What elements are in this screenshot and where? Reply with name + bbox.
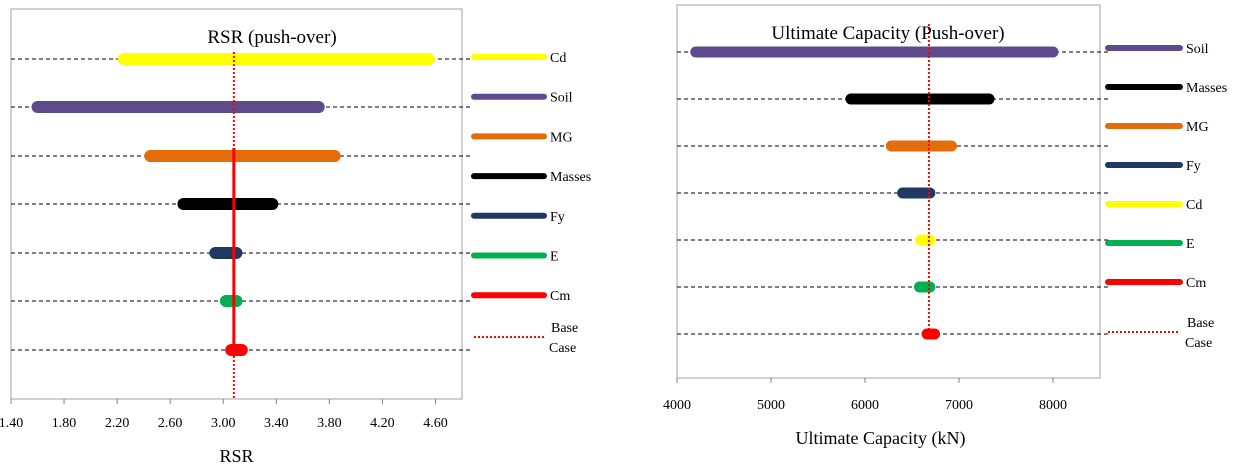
chart-2: 4000 5000 6000 7000 8000 Ultimate Capacity (P…: [663, 4, 1227, 449]
x-tick-label: 1.80: [52, 416, 77, 431]
legend-label-case: Case: [549, 341, 576, 356]
legend-label-cm: Cm: [550, 289, 570, 304]
x-tick-label: 5000: [757, 398, 785, 413]
x-axis-label: RSR: [219, 446, 253, 466]
legend-label-cd: Cd: [550, 51, 566, 66]
x-tick-label: 2.60: [158, 416, 183, 431]
legend-label-cd: Cd: [1186, 198, 1202, 213]
legend-label-base: Base: [551, 321, 578, 336]
chart-title: RSR (push-over): [207, 27, 336, 48]
chart-title: Ultimate Capacity (Push-over): [771, 23, 1004, 44]
legend-label-mg: MG: [550, 130, 573, 145]
legend-label-base: Base: [1187, 316, 1214, 331]
legend-label-soil: Soil: [1186, 42, 1209, 57]
x-tick-label: 3.40: [264, 416, 289, 431]
legend-label-case: Case: [1185, 336, 1212, 351]
plot-area: [676, 4, 1101, 379]
legend-label-fy: Fy: [1186, 159, 1201, 174]
legend-label-masses: Masses: [1186, 81, 1227, 96]
legend-label-soil: Soil: [550, 91, 573, 106]
x-tick-label: 4000: [663, 398, 691, 413]
legend-label-cm: Cm: [1186, 276, 1206, 291]
x-axis-label: Ultimate Capacity (kN): [796, 428, 966, 449]
x-tick-label: 7000: [945, 398, 973, 413]
legend: Cd Soil MG Masses Fy E Cm Base Case: [471, 51, 591, 356]
legend-label-mg: MG: [1186, 120, 1209, 135]
x-tick-label: 1.40: [0, 416, 23, 431]
legend-label-e: E: [550, 250, 559, 265]
legend-label-masses: Masses: [550, 170, 591, 185]
x-tick-label: 3.80: [317, 416, 342, 431]
x-tick-label: 4.60: [423, 416, 448, 431]
legend-label-e: E: [1186, 237, 1195, 252]
legend: Soil Masses MG Fy Cd E Cm Base Case: [1105, 42, 1227, 351]
x-tick-label: 3.00: [211, 416, 236, 431]
x-tick-label: 2.20: [105, 416, 130, 431]
x-tick-label: 6000: [851, 398, 879, 413]
chart-1: 1.40 1.80 2.20 2.60 3.00 3.40 3.80 4.20 4.60 RSR …: [0, 8, 591, 466]
x-tick-label: 8000: [1039, 398, 1067, 413]
legend-label-fy: Fy: [550, 210, 565, 225]
x-tick-label: 4.20: [370, 416, 395, 431]
